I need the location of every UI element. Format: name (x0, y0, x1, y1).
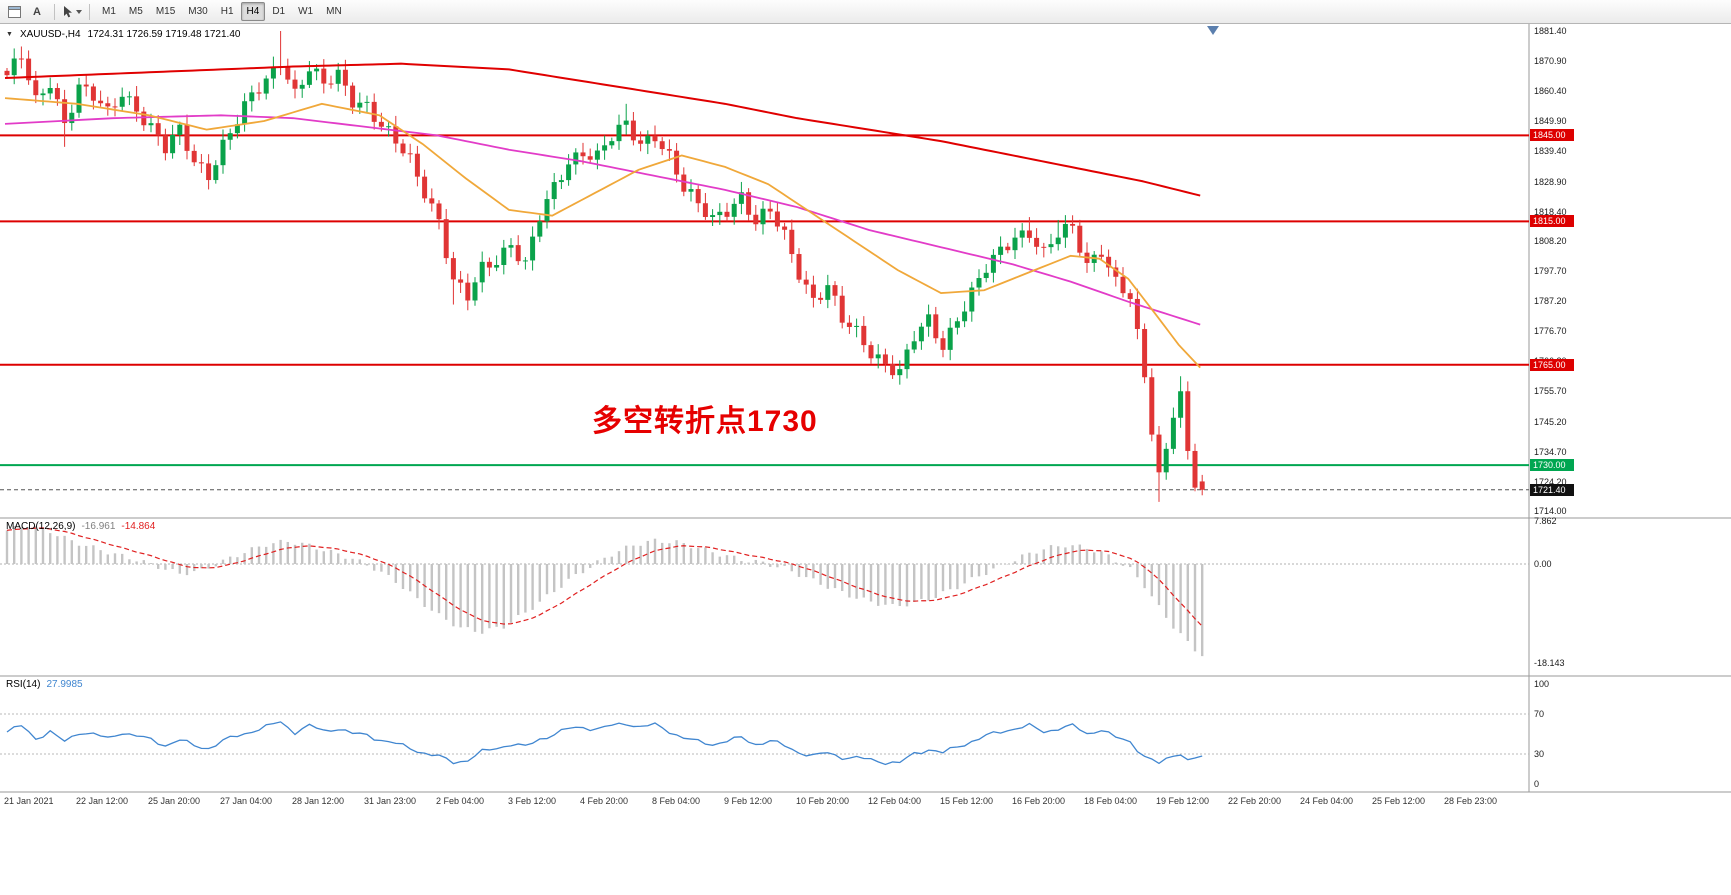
macd-name: MACD(12,26,9) (6, 521, 76, 532)
macd-indicator-label: MACD(12,26,9) -16.961 -14.864 (6, 521, 155, 532)
price-axis-label: 1828.90 (1534, 176, 1567, 187)
ma-fast-line (4, 97, 1201, 369)
time-axis-label: 16 Feb 20:00 (1012, 796, 1066, 806)
time-axis-label: 4 Feb 20:00 (580, 796, 629, 806)
symbol-ohlc-readout: ▼ XAUUSD-,H4 1724.31 1726.59 1719.48 172… (6, 29, 240, 40)
timeframe-group: M1 M5 M15 M30 H1 H4 D1 W1 MN (96, 2, 348, 21)
toolbar-separator (54, 3, 55, 20)
timeframe-button-h1[interactable]: H1 (220, 6, 234, 17)
timeframe-button-w1[interactable]: W1 (298, 6, 314, 17)
time-axis-label: 25 Jan 20:00 (148, 796, 201, 806)
timeframe-button-m1[interactable]: M1 (102, 6, 116, 17)
price-axis-label: 1870.90 (1534, 56, 1567, 67)
time-axis-label: 2 Feb 04:00 (436, 796, 485, 806)
timeframe-button-m30[interactable]: M30 (188, 6, 208, 17)
chart-window[interactable]: 1881.40 1870.90 1860.40 1849.90 1839.40 1828.… (0, 24, 1731, 895)
time-axis-label: 9 Feb 12:00 (724, 796, 773, 806)
price-axis-label: 1787.20 (1534, 296, 1567, 307)
price-axis-label: 1734.70 (1534, 446, 1567, 457)
price-axis-label: 1755.70 (1534, 386, 1567, 397)
time-axis-label: 28 Feb 23:00 (1444, 796, 1498, 806)
timeframe-button-m15[interactable]: M15 (155, 6, 176, 17)
rsi-indicator-label: RSI(14) 27.9985 (6, 679, 83, 690)
price-axis-label: 1776.70 (1534, 326, 1567, 337)
price-axis-label: 1797.70 (1534, 266, 1567, 276)
time-axis-label: 12 Feb 04:00 (868, 796, 922, 806)
rsi-axis-label: 100 (1534, 679, 1550, 689)
time-axis-label: 25 Feb 12:00 (1372, 796, 1426, 806)
macd-histogram (5, 525, 1204, 657)
time-axis-label: 22 Feb 20:00 (1228, 796, 1282, 806)
price-axis-label: 1714.00 (1534, 506, 1567, 516)
time-axis-label: 10 Feb 20:00 (796, 796, 850, 806)
price-level-tag[interactable]: 1845.00 (1530, 129, 1574, 142)
macd-axis-label: 7.862 (1534, 516, 1557, 527)
price-axis-label: 1808.20 (1534, 235, 1567, 246)
timeframe-button-h4[interactable]: H4 (240, 2, 266, 21)
time-axis-label: 21 Jan 2021 (4, 796, 54, 806)
rsi-axis-label: 30 (1534, 749, 1545, 759)
rsi-axis-label: 70 (1534, 709, 1545, 719)
rsi-name: RSI(14) (6, 679, 41, 690)
annotation-text[interactable]: 多空转折点1730 (592, 405, 818, 438)
chart-window-icon[interactable] (3, 2, 25, 21)
rsi-line (6, 721, 1203, 766)
level-lines[interactable] (0, 134, 1529, 491)
time-axis-label: 18 Feb 04:00 (1084, 796, 1138, 806)
price-axis-label: 1818.40 (1534, 206, 1567, 217)
price-axis-label: 1849.90 (1534, 116, 1567, 127)
rsi-axis-label: 0 (1534, 779, 1540, 789)
macd-hist-value: -16.961 (81, 521, 116, 532)
time-axis-label: 28 Jan 12:00 (292, 796, 345, 806)
time-axis-label: 19 Feb 12:00 (1156, 796, 1210, 806)
price-level-tag[interactable]: 1721.40 (1530, 483, 1574, 496)
price-level-tag[interactable]: 1815.00 (1530, 215, 1574, 228)
symbol-name: XAUUSD-,H4 (19, 29, 81, 40)
chart-labels-layer: 1881.40 1870.90 1860.40 1849.90 1839.40 1828.… (0, 24, 1731, 895)
timeframe-button-d1[interactable]: D1 (272, 6, 286, 17)
ma-medium-line (4, 114, 1201, 326)
toolbar-separator (89, 3, 90, 20)
macd-signal-line (6, 527, 1203, 627)
time-axis-label: 8 Feb 04:00 (652, 796, 701, 806)
chart-shift-marker[interactable] (1207, 26, 1219, 35)
time-axis-label: 22 Jan 12:00 (76, 796, 129, 806)
cursor-tool-icon[interactable] (61, 2, 83, 21)
chevron-down-icon (75, 9, 82, 14)
price-level-tag[interactable]: 1730.00 (1530, 459, 1574, 472)
time-axis-label: 31 Jan 23:00 (364, 796, 417, 806)
ma-slow-line (4, 62, 1201, 197)
toolbar: A M1 M5 M15 M30 H1 H4 D1 W1 MN (0, 0, 1731, 24)
time-axis-label: 3 Feb 12:00 (508, 796, 557, 806)
time-axis-label: 15 Feb 12:00 (940, 796, 994, 806)
chart-canvas[interactable] (0, 24, 1731, 895)
macd-axis-label: -18.143 (1534, 657, 1565, 668)
timeframe-button-m5[interactable]: M5 (128, 6, 143, 17)
price-axis-label: 1724.20 (1534, 476, 1567, 487)
rsi-value: 27.9985 (46, 679, 83, 690)
macd-axis-label: 0.00 (1534, 559, 1552, 569)
ohlc-values: 1724.31 1726.59 1719.48 1721.40 (87, 29, 241, 40)
price-axis-label: 1745.20 (1534, 416, 1567, 427)
price-axis-label: 1881.40 (1534, 26, 1567, 36)
symbol-dropdown-icon[interactable]: ▼ (6, 31, 13, 38)
text-tool-icon[interactable]: A (33, 5, 41, 18)
time-axis-label: 24 Feb 04:00 (1300, 796, 1354, 806)
price-axis-label: 1839.40 (1534, 146, 1567, 157)
candles (4, 31, 1205, 502)
price-level-tag[interactable]: 1765.00 (1530, 358, 1574, 371)
macd-signal-value: -14.864 (121, 521, 156, 532)
time-axis-label: 27 Jan 04:00 (220, 796, 273, 806)
price-axis-label: 1860.40 (1534, 86, 1567, 97)
timeframe-button-mn[interactable]: MN (326, 6, 342, 17)
